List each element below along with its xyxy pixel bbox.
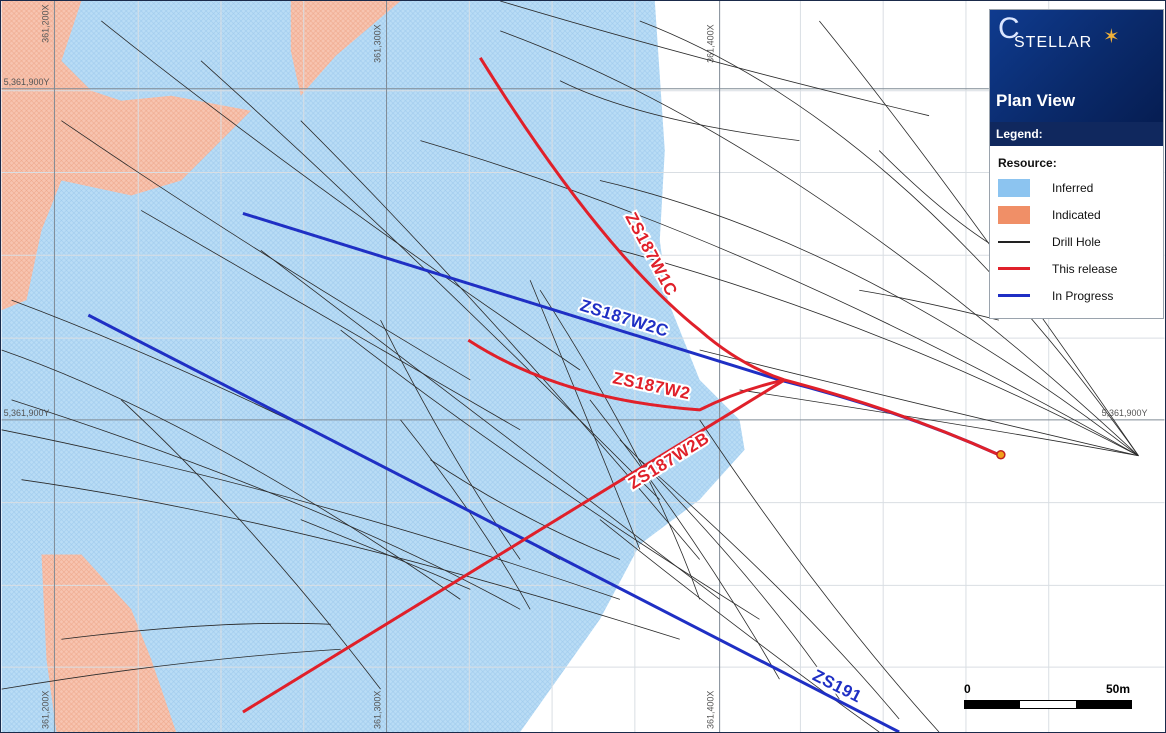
legend-section-title: Resource: xyxy=(998,156,1057,170)
grid-label-x-bottom: 361,300X xyxy=(373,691,383,729)
legend-label: Legend: xyxy=(990,122,1163,146)
grid-label-x: 361,200X xyxy=(40,4,50,42)
legend-item-drill-hole: Drill Hole xyxy=(990,228,1163,255)
scale-end-label: 50m xyxy=(1105,682,1130,696)
scale-start-label: 0 xyxy=(964,682,971,696)
scale-bar-graphic xyxy=(964,700,1132,709)
legend-item-this-release: This release xyxy=(990,255,1163,282)
legend-item-inferred: Inferred xyxy=(990,174,1163,201)
indicated-resource-area xyxy=(41,554,177,732)
inferred-swatch xyxy=(998,178,1030,197)
grid-label-x-bottom: 361,200X xyxy=(40,691,50,729)
grid-label-x: 361,300X xyxy=(373,24,383,62)
legend-item-label: Inferred xyxy=(1052,180,1094,195)
legend-item-label: In Progress xyxy=(1052,288,1114,303)
this-release-line-swatch xyxy=(998,267,1030,270)
hole-trace-zs191 xyxy=(87,313,900,732)
panel-title: Plan View xyxy=(996,91,1076,110)
legend-item-label: Indicated xyxy=(1052,207,1101,222)
grid-label-x: 361,400X xyxy=(706,24,716,62)
indicated-swatch xyxy=(998,205,1030,224)
grid-label-y: 5,361,900Y xyxy=(4,77,50,87)
company-logo: C STELLAR xyxy=(998,12,1093,51)
grid-label-x-bottom: 361,400X xyxy=(706,691,716,729)
inferred-resource-area xyxy=(1,1,745,732)
hole-trace-zs187w1c xyxy=(479,57,785,382)
indicated-resource-area xyxy=(1,1,251,311)
grid-label-y: 5,361,900Y xyxy=(4,408,50,418)
legend-header: C STELLAR ✶ Plan View xyxy=(990,10,1163,122)
indicated-resource-area xyxy=(290,1,401,96)
legend-item-indicated: Indicated xyxy=(990,201,1163,228)
grid-label-y: 5,361,900Y xyxy=(1102,408,1148,418)
drill-hole-line-swatch xyxy=(998,240,1030,243)
legend-item-label: Drill Hole xyxy=(1052,234,1101,249)
this-release-holes xyxy=(242,57,1000,714)
hole-trace-collar-segment xyxy=(784,378,1000,457)
scale-bar: 0 50m xyxy=(962,682,1132,714)
legend-item-label: This release xyxy=(1052,261,1118,276)
hole-trace-zs187w2b xyxy=(242,378,786,714)
drill-holes xyxy=(1,1,1139,732)
drill-collar-marker xyxy=(996,450,1006,460)
hole-trace-zs187w2 xyxy=(467,338,785,412)
legend-item-in-progress: In Progress xyxy=(990,282,1163,309)
star-icon: ✶ xyxy=(1103,26,1120,48)
legend-panel: C STELLAR ✶ Plan View Legend: Resource: I… xyxy=(989,9,1164,319)
in-progress-line-swatch xyxy=(998,294,1030,297)
